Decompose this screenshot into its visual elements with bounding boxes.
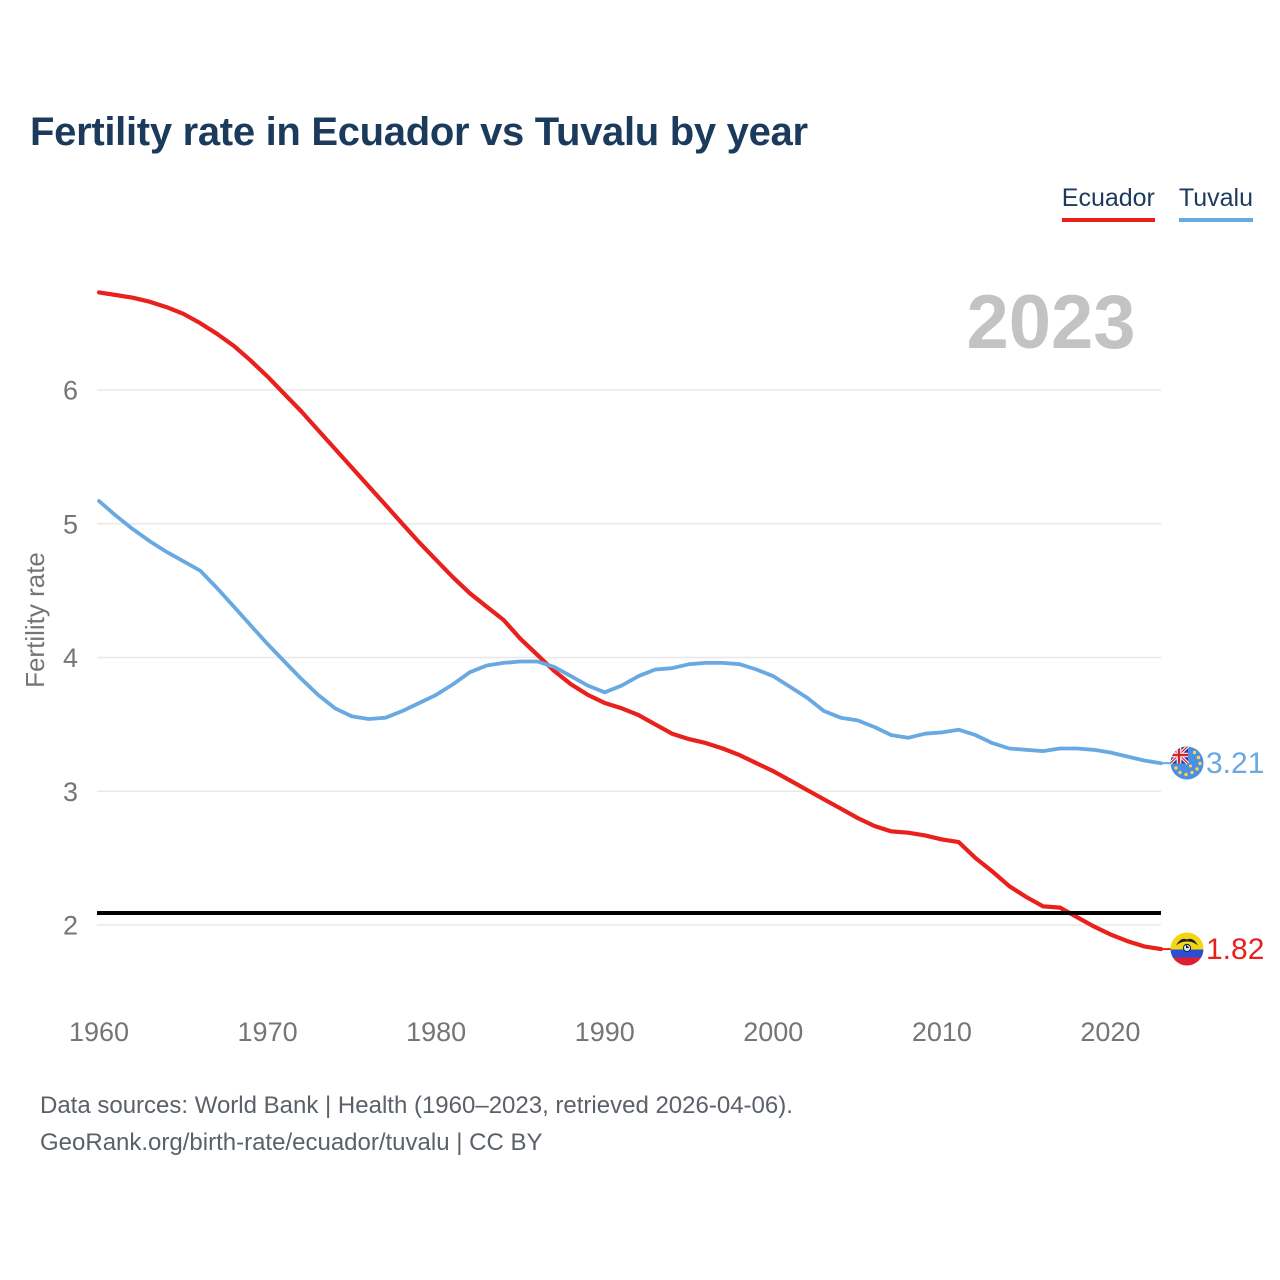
year-watermark: 2023: [966, 280, 1135, 365]
footer: Data sources: World Bank | Health (1960–…: [40, 1087, 793, 1161]
y-axis-title: Fertility rate: [20, 552, 50, 688]
series-line-ecuador[interactable]: [96, 290, 1164, 952]
y-tick-label: 6: [63, 376, 78, 406]
x-tick-label: 1970: [238, 1017, 298, 1047]
ecuador-flag-icon: [1170, 932, 1204, 966]
x-tick-label: 2020: [1080, 1017, 1140, 1047]
page-title: Fertility rate in Ecuador vs Tuvalu by y…: [30, 110, 808, 154]
legend: Ecuador Tuvalu: [1061, 184, 1253, 222]
x-tick-label: 1980: [406, 1017, 466, 1047]
legend-item-ecuador[interactable]: Ecuador: [1061, 184, 1155, 222]
y-tick-label: 3: [63, 777, 78, 807]
end-label-tuvalu: 3.21: [1206, 747, 1264, 780]
series-line-tuvalu[interactable]: [97, 499, 1163, 766]
y-tick-label: 5: [63, 509, 78, 539]
y-tick-label: 4: [63, 643, 78, 673]
legend-item-tuvalu[interactable]: Tuvalu: [1178, 184, 1253, 222]
tuvalu-flag-icon: [1170, 746, 1204, 780]
end-label-ecuador: 1.82: [1206, 933, 1264, 966]
x-tick-label: 2010: [912, 1017, 972, 1047]
x-tick-label: 1990: [575, 1017, 635, 1047]
x-tick-label: 1960: [69, 1017, 129, 1047]
y-tick-label: 2: [63, 911, 78, 941]
footer-attribution: GeoRank.org/birth-rate/ecuador/tuvalu | …: [40, 1129, 543, 1156]
footer-sources: Data sources: World Bank | Health (1960–…: [40, 1092, 793, 1119]
plot-area: 2 3 4 5 6 1960 1970 1980 1990 2000 2010 2020: [63, 290, 1171, 1047]
x-tick-label: 2000: [743, 1017, 803, 1047]
